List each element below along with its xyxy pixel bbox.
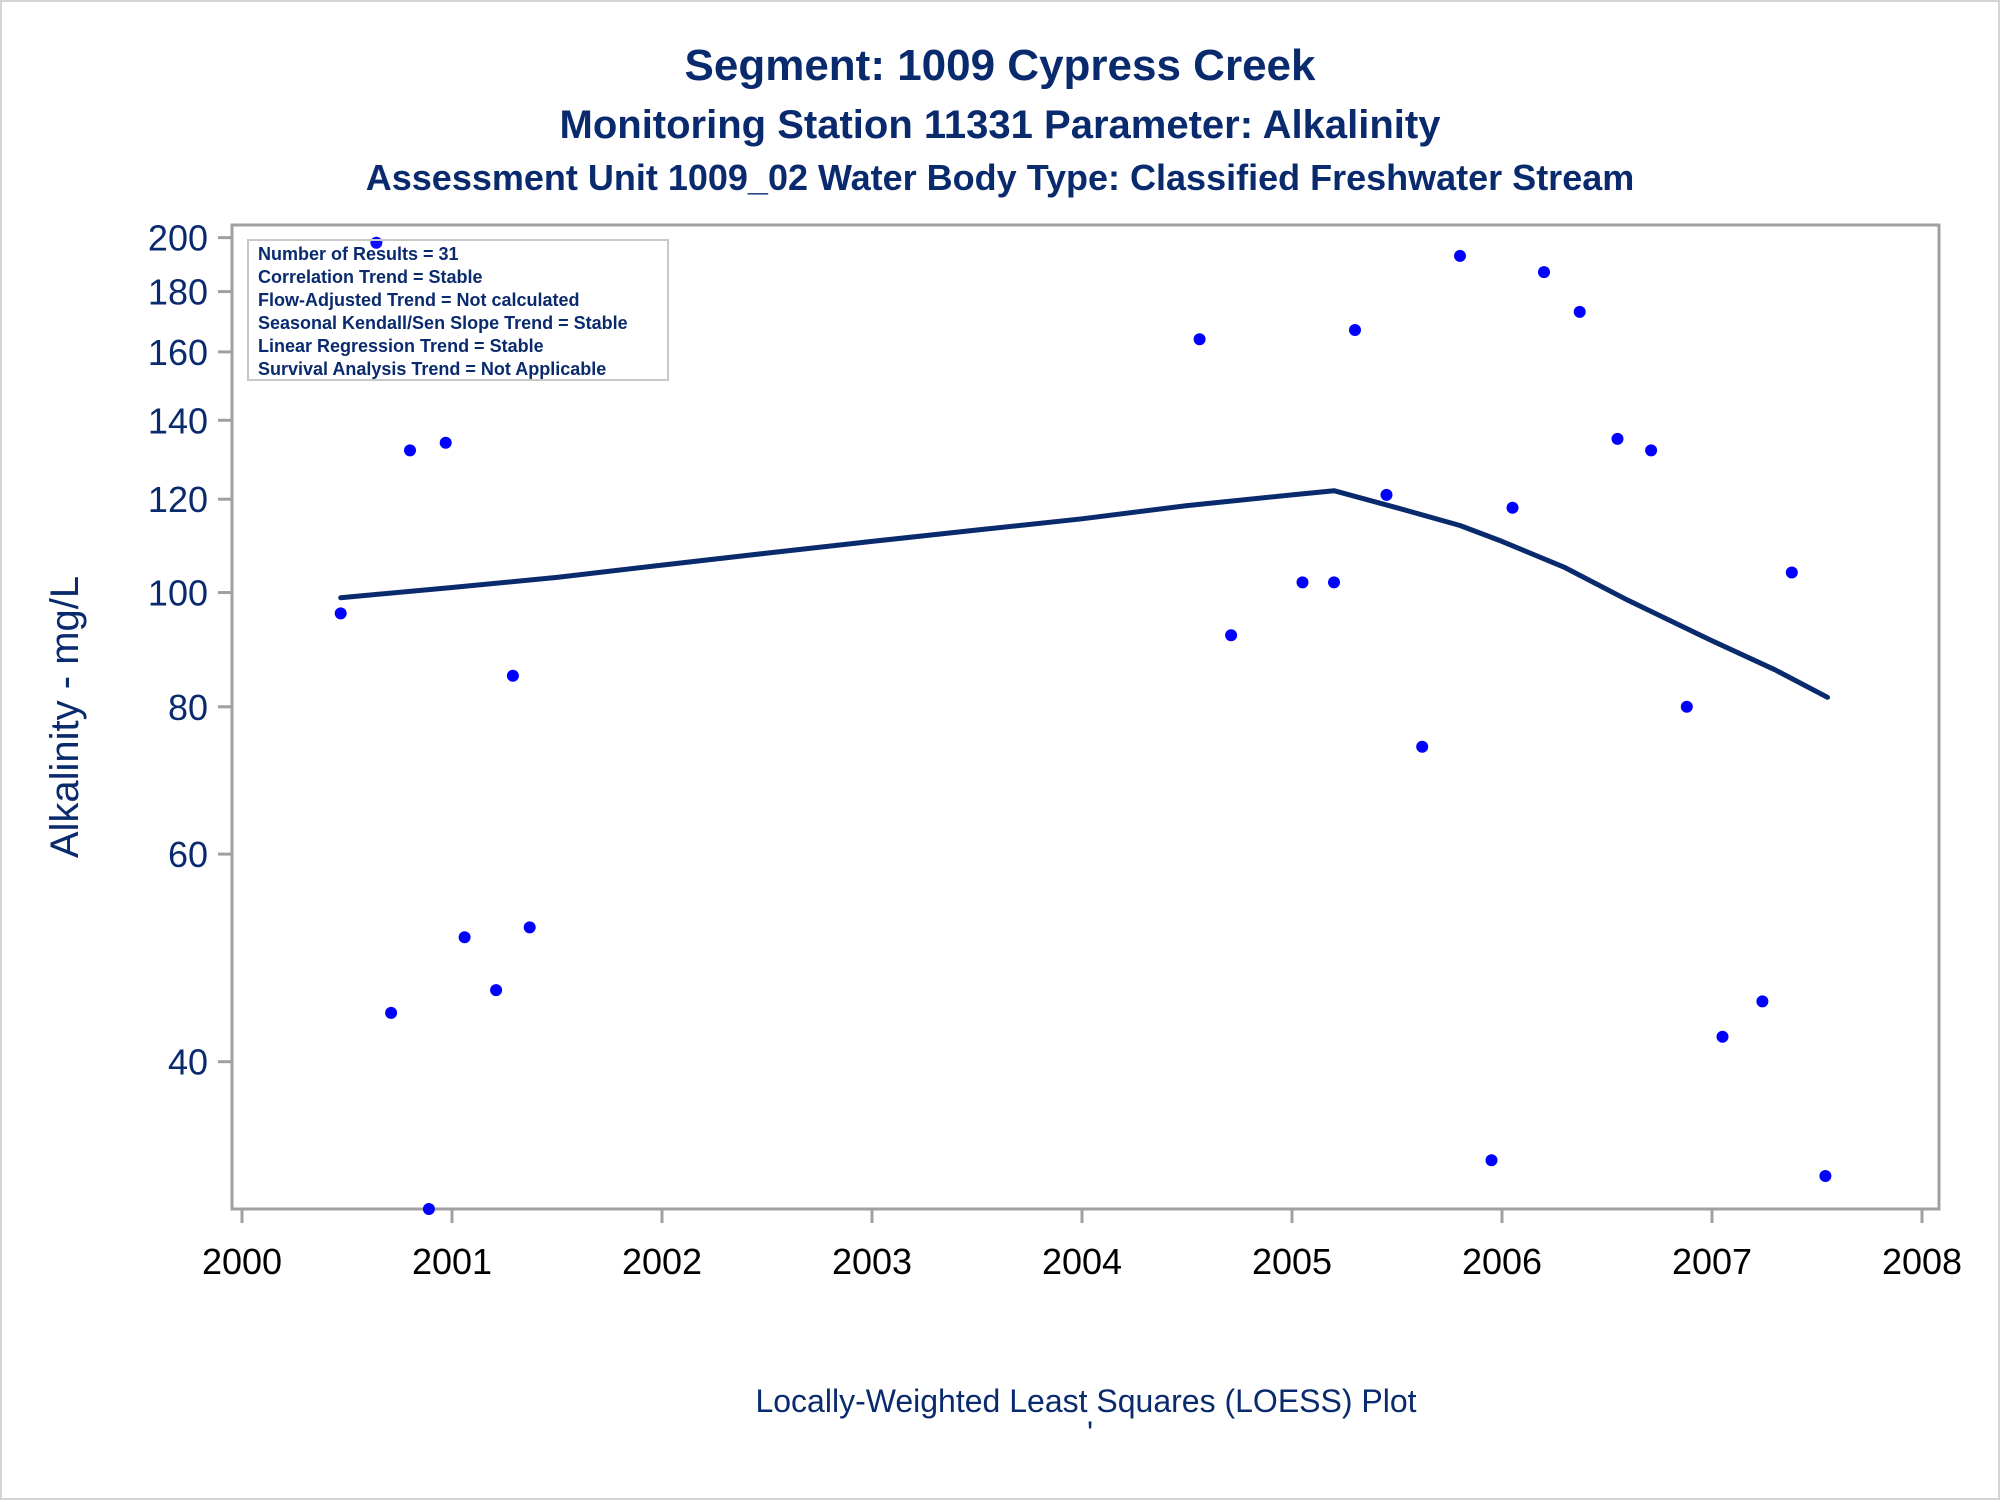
data-point [1225,629,1238,642]
data-point [422,1203,435,1215]
y-tick-label: 120 [148,479,208,520]
x-tick-label: 2002 [622,1241,702,1282]
y-tick-label: 40 [168,1042,208,1083]
data-point [439,436,452,449]
y-axis-title: Alkalinity - mg/L [43,576,87,858]
data-point [385,1006,398,1019]
data-point [334,607,347,620]
stats-line: Linear Regression Trend = Stable [258,336,544,356]
y-axis: 40 60 80 100 120 140 160 180 200 [148,218,232,1083]
data-point [1349,324,1361,336]
x-axis: 2000 2001 2002 2003 2004 2005 2006 2007 2008 [202,1209,1962,1282]
chart-title: Segment: 1009 Cypress Creek [685,41,1317,90]
x-tick-label: 2008 [1882,1241,1962,1282]
x-tick-label: 2003 [832,1241,912,1282]
data-point [1573,305,1586,318]
data-point [1416,740,1429,753]
data-point [458,931,471,944]
data-point [1785,566,1798,579]
data-point [1485,1154,1498,1167]
y-tick-label: 80 [168,687,208,728]
data-point [1611,432,1624,445]
data-point [1506,501,1519,514]
x-tick-label: 2000 [202,1241,282,1282]
x-tick-label: 2001 [412,1241,492,1282]
data-point [1296,576,1309,589]
data-point [1380,488,1393,501]
observations-series [334,236,1832,1215]
stats-line: Survival Analysis Trend = Not Applicable [258,359,606,379]
x-tick-label: 2004 [1042,1241,1122,1282]
y-tick-label: 60 [168,834,208,875]
data-point [1645,444,1658,457]
stats-line: Correlation Trend = Stable [258,267,483,287]
data-point [506,669,519,682]
data-point [1716,1030,1729,1043]
data-point [1193,333,1206,346]
data-point [1454,249,1466,262]
chart-subtitle: Monitoring Station 11331 Parameter: Alka… [560,103,1442,147]
stats-line: Number of Results = 31 [258,244,459,264]
stats-box: Number of Results = 31 Correlation Trend … [247,239,669,381]
x-tick-label: 2007 [1672,1241,1752,1282]
data-point [404,444,416,457]
data-point [1680,700,1693,713]
footnote-mark: ' [1087,1415,1093,1451]
y-tick-label: 140 [148,400,208,441]
y-tick-label: 200 [148,218,208,259]
y-tick-label: 160 [148,332,208,373]
plot-area [230,223,1941,1211]
chart-footnote: Locally-Weighted Least Squares (LOESS) P… [755,1383,1416,1419]
data-point [1328,576,1340,589]
data-point [490,984,503,997]
x-tick-label: 2006 [1462,1241,1542,1282]
chart-subtitle-2: Assessment Unit 1009_02 Water Body Type:… [366,157,1635,198]
stats-line: Seasonal Kendall/Sen Slope Trend = Stabl… [258,313,628,333]
data-point [1538,266,1550,279]
data-point [1819,1170,1832,1182]
loess-series [338,488,1830,700]
stats-box-border [247,239,669,381]
loess-line [338,488,1830,700]
x-tick-label: 2005 [1252,1241,1332,1282]
data-point [1756,995,1769,1008]
y-tick-label: 180 [148,272,208,313]
stats-line: Flow-Adjusted Trend = Not calculated [258,290,580,310]
data-point [523,921,536,934]
y-tick-label: 100 [148,573,208,614]
